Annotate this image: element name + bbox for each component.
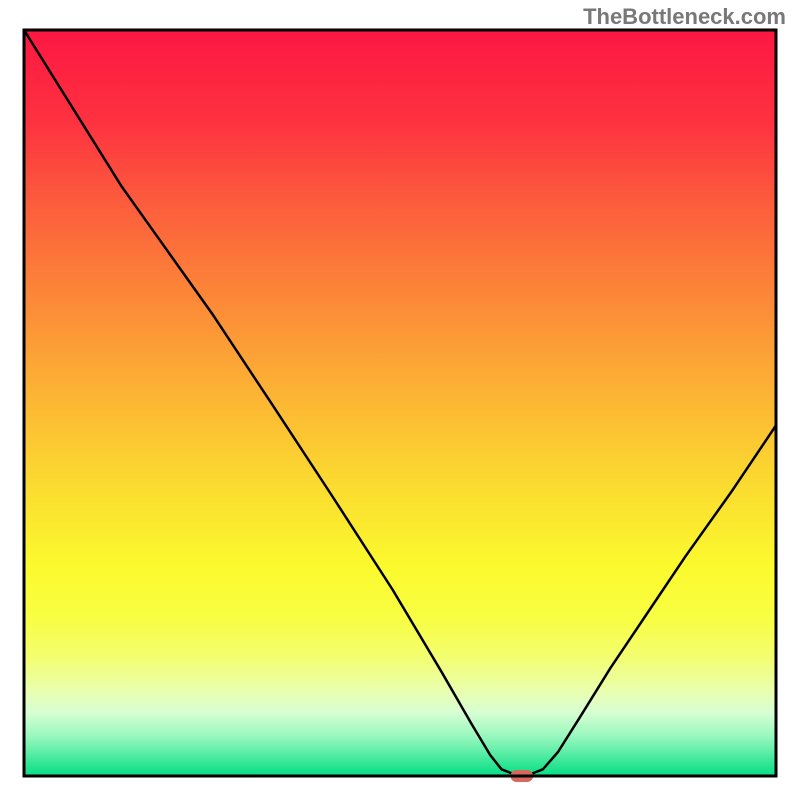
chart-container: TheBottleneck.com — [0, 0, 800, 800]
plot-background — [24, 30, 776, 776]
bottleneck-chart — [0, 0, 800, 800]
watermark-text: TheBottleneck.com — [583, 4, 786, 30]
